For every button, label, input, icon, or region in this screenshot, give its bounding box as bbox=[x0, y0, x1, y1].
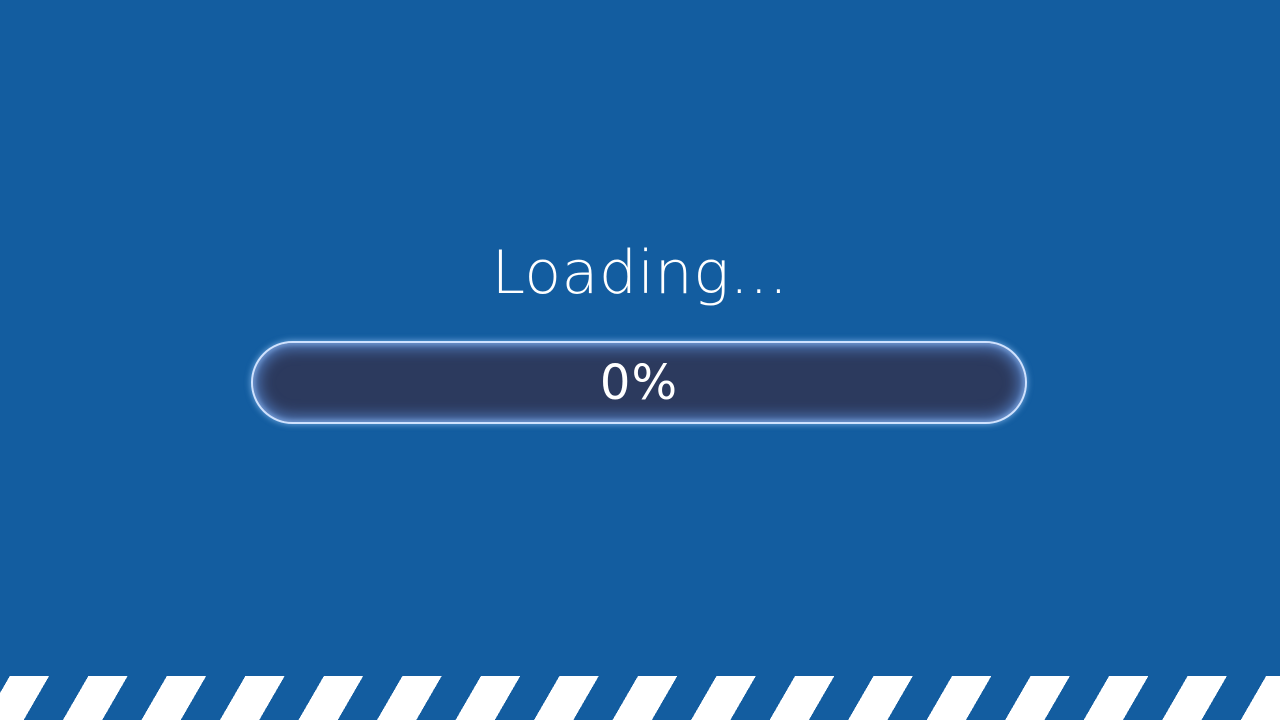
progress-bar: 0% bbox=[251, 341, 1027, 424]
loading-title: Loading... bbox=[491, 238, 789, 308]
striped-footer-band bbox=[0, 676, 1280, 720]
progress-percent-label: 0% bbox=[599, 354, 679, 411]
